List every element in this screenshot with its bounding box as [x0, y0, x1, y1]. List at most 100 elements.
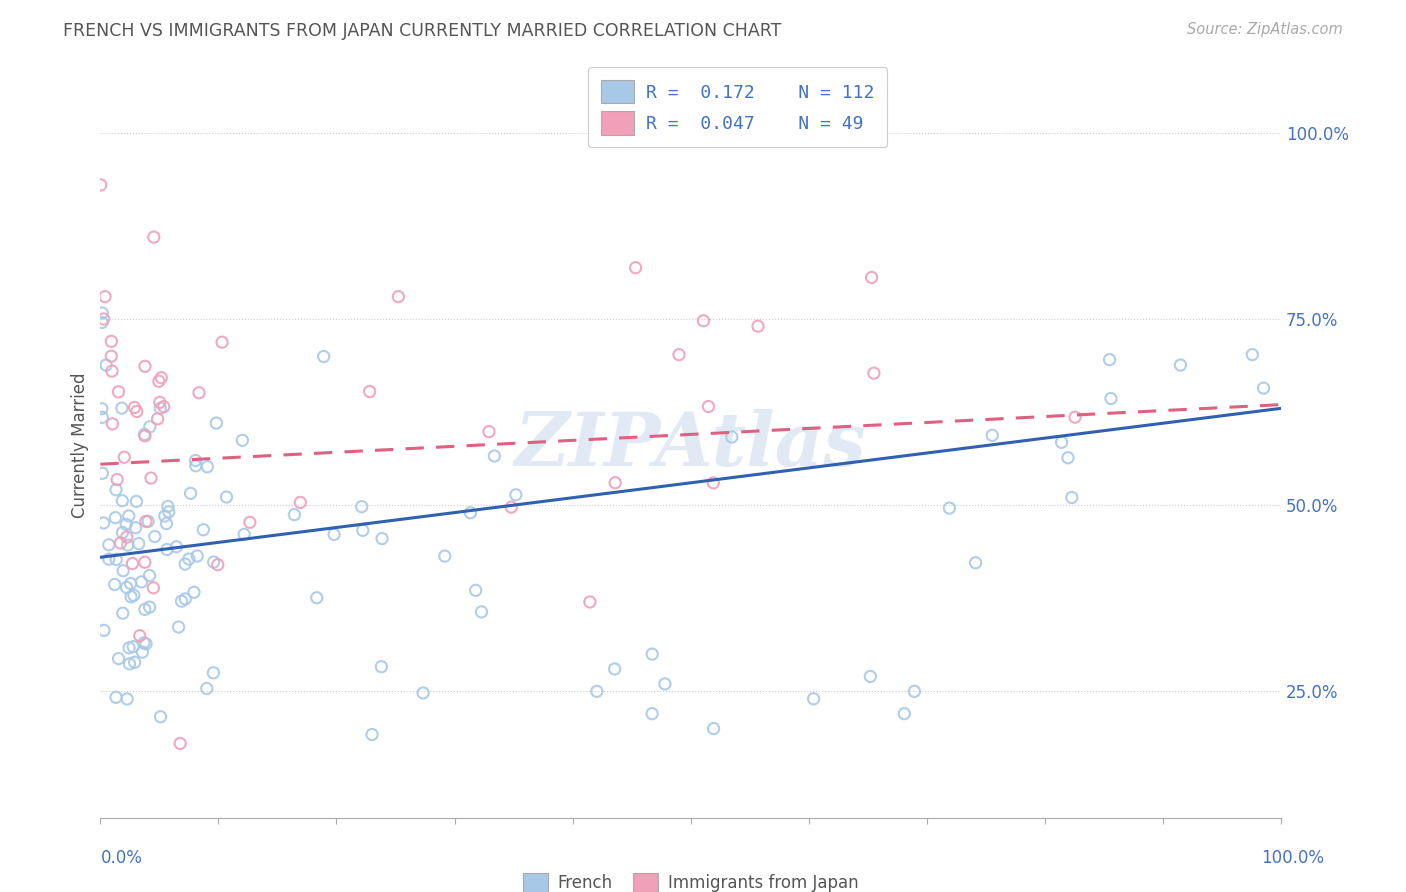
Point — [138, 600, 160, 615]
Point — [104, 577, 127, 591]
Point — [124, 655, 146, 669]
Point — [120, 576, 142, 591]
Point — [195, 681, 218, 696]
Point — [111, 401, 134, 416]
Point — [202, 555, 225, 569]
Point — [170, 594, 193, 608]
Point — [605, 475, 627, 490]
Point — [579, 595, 602, 609]
Point — [433, 549, 456, 563]
Point — [585, 684, 607, 698]
Point — [1050, 435, 1073, 450]
Point — [668, 348, 690, 362]
Point — [124, 401, 146, 415]
Point — [105, 473, 128, 487]
Point — [478, 425, 501, 439]
Point — [350, 500, 373, 514]
Point — [134, 427, 156, 442]
Point — [903, 684, 925, 698]
Point — [187, 385, 209, 400]
Point — [177, 552, 200, 566]
Point — [359, 384, 381, 399]
Text: 0.0%: 0.0% — [101, 849, 143, 867]
Point — [139, 419, 162, 434]
Point — [370, 659, 392, 673]
Point — [195, 459, 218, 474]
Point — [231, 434, 253, 448]
Point — [721, 430, 744, 444]
Point — [149, 710, 172, 724]
Point — [118, 657, 141, 671]
Point — [122, 588, 145, 602]
Point — [1253, 381, 1275, 395]
Point — [156, 542, 179, 557]
Point — [93, 624, 115, 638]
Point — [239, 516, 262, 530]
Point — [1060, 491, 1083, 505]
Point — [134, 602, 156, 616]
Point — [128, 536, 150, 550]
Point — [136, 514, 159, 528]
Point — [505, 488, 527, 502]
Point — [131, 574, 153, 589]
Point — [93, 312, 115, 326]
Point — [111, 606, 134, 620]
Point — [107, 384, 129, 399]
Point — [97, 538, 120, 552]
Point — [134, 555, 156, 569]
Point — [125, 494, 148, 508]
Point — [180, 486, 202, 500]
Point — [692, 314, 714, 328]
Point — [94, 290, 117, 304]
Point — [215, 490, 238, 504]
Point — [624, 260, 647, 275]
Point — [115, 581, 138, 595]
Point — [747, 319, 769, 334]
Point — [169, 736, 191, 750]
Point — [91, 467, 114, 481]
Point — [152, 400, 174, 414]
Point — [104, 510, 127, 524]
Point — [703, 722, 725, 736]
Point — [283, 508, 305, 522]
Point — [155, 516, 177, 531]
Text: Source: ZipAtlas.com: Source: ZipAtlas.com — [1187, 22, 1343, 37]
Point — [134, 429, 156, 443]
Point — [702, 475, 724, 490]
Point — [174, 557, 197, 571]
Point — [115, 692, 138, 706]
Point — [183, 585, 205, 599]
Point — [134, 359, 156, 374]
Point — [148, 374, 170, 388]
Point — [305, 591, 328, 605]
Point — [803, 691, 825, 706]
Point — [138, 568, 160, 582]
Point — [115, 530, 138, 544]
Point — [93, 516, 115, 530]
Point — [90, 401, 112, 416]
Point — [150, 370, 173, 384]
Point — [186, 549, 208, 563]
Point — [100, 334, 122, 349]
Point — [124, 521, 146, 535]
Point — [143, 529, 166, 543]
Point — [603, 662, 626, 676]
Point — [290, 495, 312, 509]
Point — [312, 350, 335, 364]
Point — [149, 395, 172, 409]
Point — [115, 517, 138, 532]
Point — [211, 335, 233, 350]
Point — [97, 552, 120, 566]
Point — [146, 412, 169, 426]
Point — [165, 540, 187, 554]
Point — [641, 706, 664, 721]
Point — [142, 230, 165, 244]
Point — [131, 645, 153, 659]
Point — [91, 316, 114, 330]
Point — [111, 525, 134, 540]
Point — [139, 471, 162, 485]
Point — [323, 527, 346, 541]
Point — [174, 591, 197, 606]
Point — [412, 686, 434, 700]
Point — [484, 449, 506, 463]
